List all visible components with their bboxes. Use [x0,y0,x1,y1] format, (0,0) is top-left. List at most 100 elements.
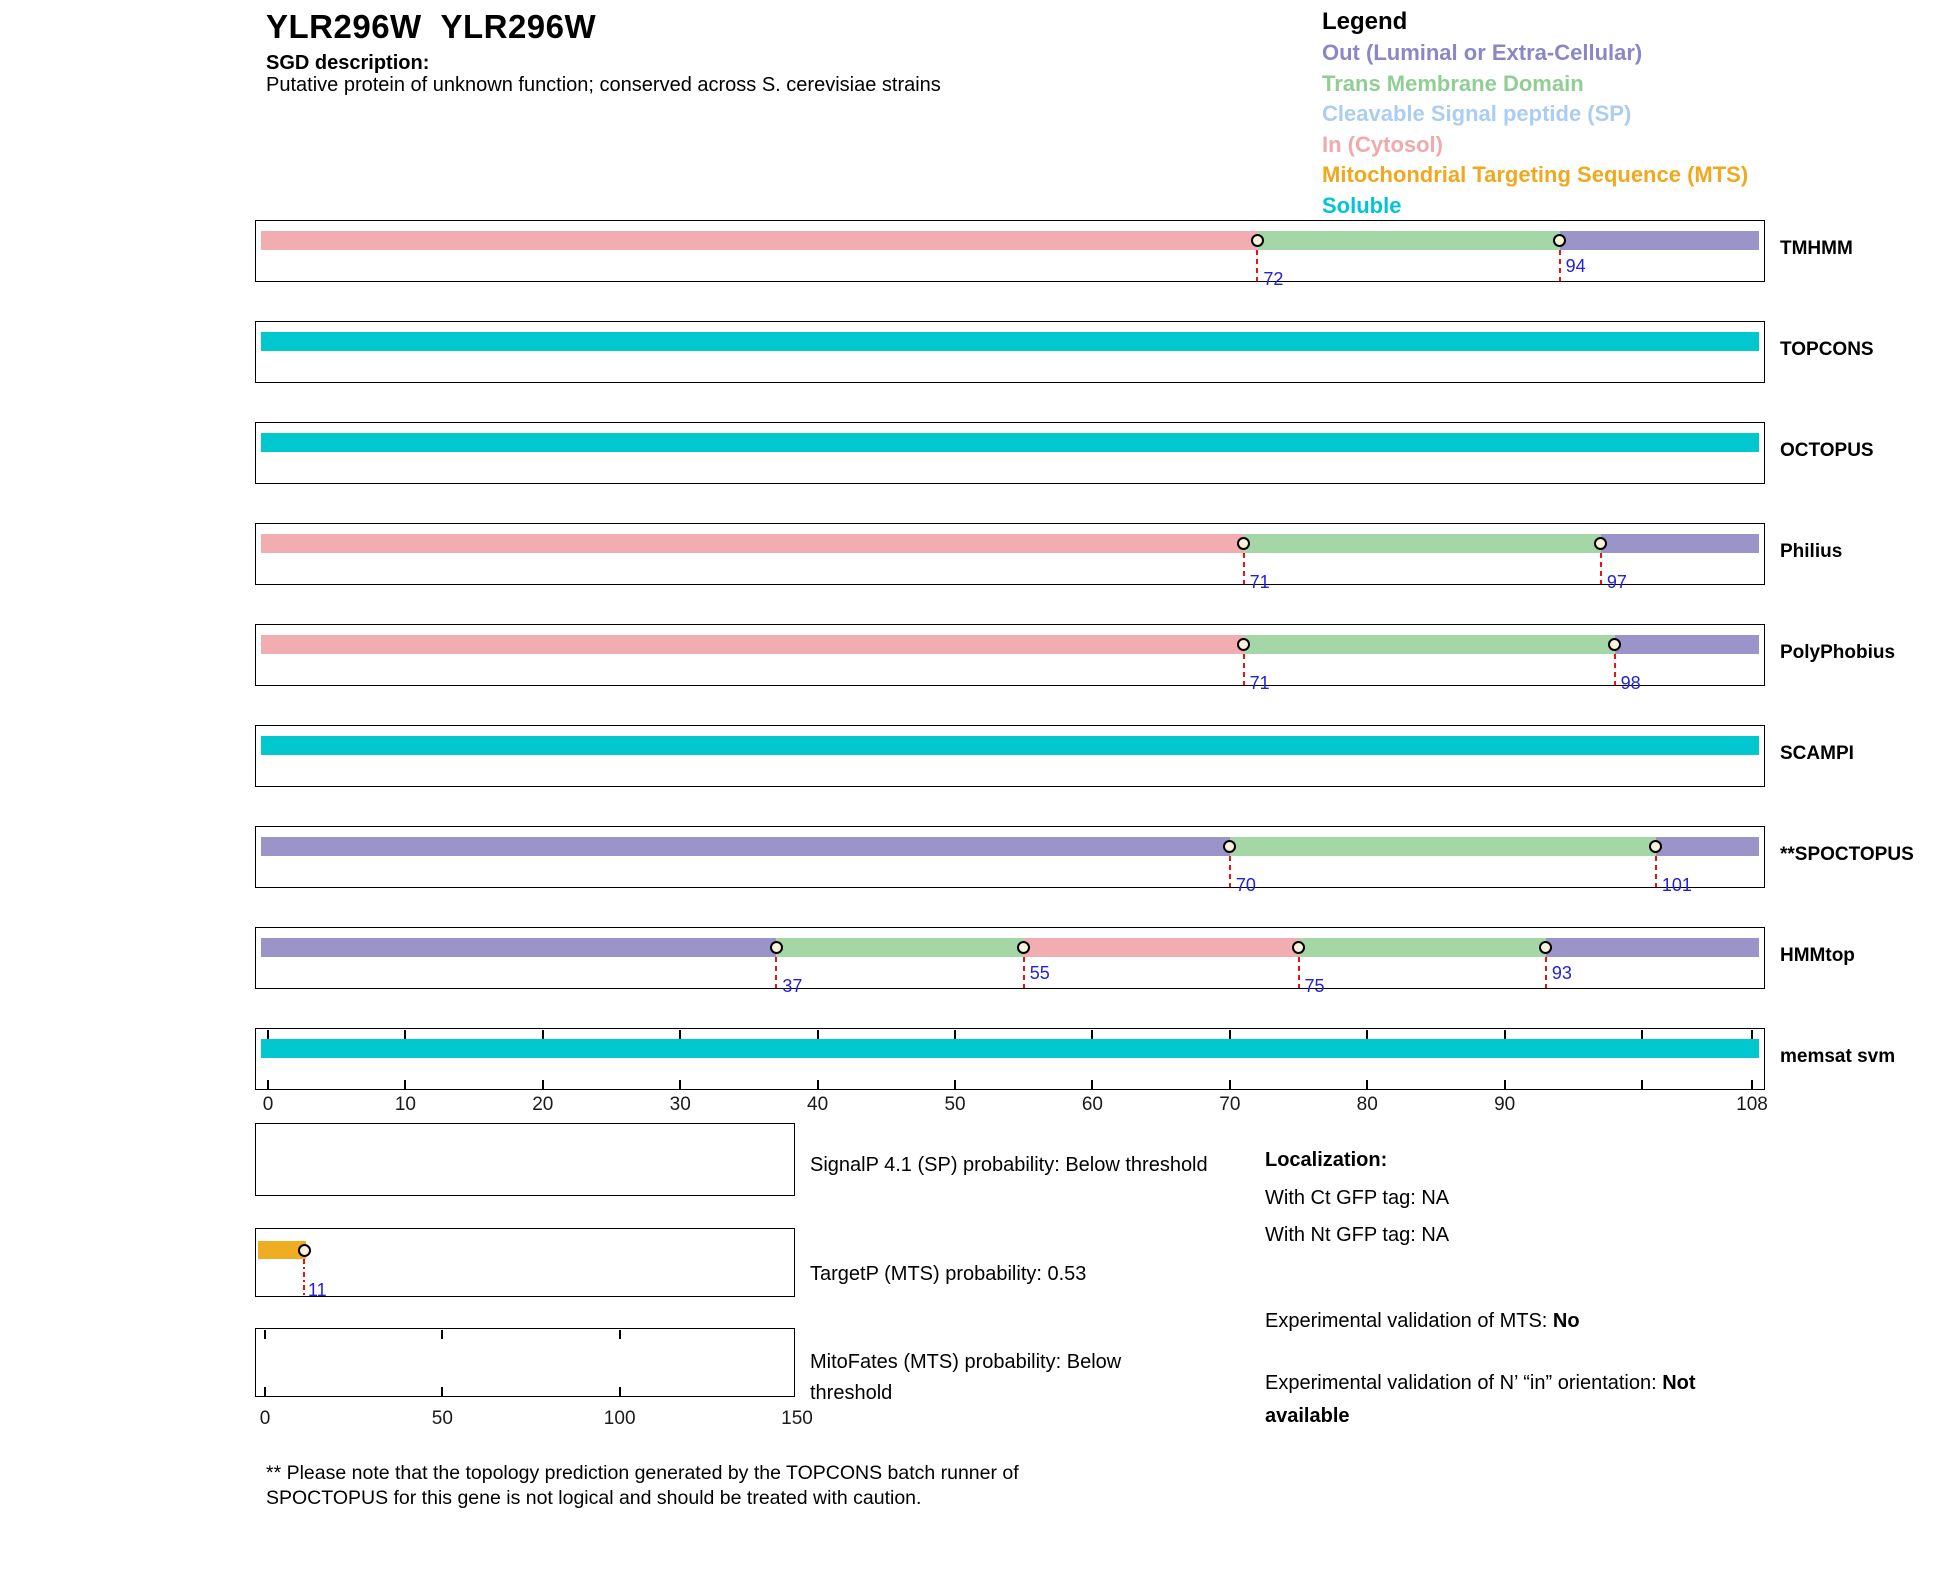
segment-in [261,635,1244,654]
axis-tick-inside [618,1386,621,1396]
track-label: PolyPhobius [1780,642,1896,663]
boundary-line [1613,654,1616,685]
legend-item-soluble: Soluble [1322,192,1402,218]
boundary-marker [1608,638,1622,651]
axis-tick-inside [954,1079,957,1089]
segment-in [261,534,1244,553]
segment-soluble [261,1039,1759,1058]
axis-tick-inside [404,1079,407,1089]
axis-tick-inside [264,1386,266,1396]
legend-item-out: Out (Luminal or Extra-Cellular) [1322,40,1643,65]
axis-tick-label: 80 [1356,1094,1378,1115]
boundary-line [1297,957,1300,988]
boundary-label: 93 [1551,963,1572,983]
boundary-label: 75 [1304,976,1325,996]
axis-tick-inside [264,1329,266,1339]
track-box [255,725,1765,787]
axis-tick-inside [1091,1029,1094,1039]
axis-tick-label: 0 [262,1094,274,1115]
track-box [255,826,1765,888]
boundary-marker [1292,941,1306,954]
axis-tick-inside [1366,1079,1369,1089]
axis-tick-label: 40 [807,1094,829,1115]
track-label: SCAMPI [1780,743,1854,764]
track-box [255,422,1765,484]
axis-tick-inside [816,1029,819,1039]
footnote: ** Please note that the topology predict… [266,1462,1019,1509]
boundary-label: 71 [1249,673,1270,693]
boundary-label: 71 [1249,572,1270,592]
sgd-description-label: SGD description: [266,52,430,74]
axis-tick-inside [267,1079,269,1089]
axis-tick-inside [1091,1079,1094,1089]
boundary-label: 37 [782,976,803,996]
track-box [255,927,1765,989]
boundary-line [1654,856,1657,887]
boundary-line [1256,250,1259,281]
axis-tick-inside [1641,1079,1644,1089]
boundary-label: 101 [1661,875,1692,895]
axis-tick-inside [1751,1029,1753,1039]
orientation-validation-line: Experimental validation of N’ “in” orien… [1265,1367,1785,1433]
boundary-marker [1553,234,1567,247]
segment-out [261,837,1230,856]
axis-tick-label: 60 [1081,1094,1104,1115]
track-label: HMMtop [1780,945,1855,966]
prob-plot-box [255,1123,795,1196]
track-box [255,1028,1765,1090]
prob-plot-label: MitoFates (MTS) probability: Below thres… [810,1351,1122,1404]
axis-tick-inside [1366,1029,1369,1039]
boundary-marker [1237,638,1251,651]
boundary-line [775,957,778,988]
segment-mts [258,1241,306,1259]
boundary-marker [1539,941,1553,954]
track-label: **SPOCTOPUS [1780,844,1914,865]
track-box [255,220,1765,282]
segment-in [1023,938,1299,957]
prob-axis-tick-label: 100 [603,1408,636,1429]
axis-tick-inside [1503,1029,1506,1039]
axis-tick-label: 20 [532,1094,554,1115]
segment-tm [1298,938,1546,957]
orientation-value: Not available [1265,1372,1696,1427]
boundary-marker [1250,234,1264,247]
prob-plot-label: SignalP 4.1 (SP) probability: Below thre… [810,1154,1208,1176]
boundary-label: 70 [1235,875,1256,895]
axis-tick-inside [1641,1029,1644,1039]
boundary-line [303,1259,305,1295]
axis-tick-inside [1228,1079,1231,1089]
segment-soluble [261,433,1759,452]
ct-gfp-line: With Ct GFP tag: NA [1265,1187,1450,1209]
axis-tick-label: 10 [394,1094,416,1115]
legend-item-in: In (Cytosol) [1322,131,1443,157]
boundary-line [1242,553,1245,584]
prob-axis-tick-label: 150 [781,1408,813,1429]
segment-tm [1243,635,1615,654]
prob-axis-tick-label: 50 [431,1408,453,1429]
segment-tm [1229,837,1656,856]
sgd-description-text: Putative protein of unknown function; co… [266,74,941,96]
axis-tick-inside [679,1079,682,1089]
prob-plot-box [255,1328,795,1397]
axis-tick-inside [679,1029,682,1039]
boundary-marker [769,941,783,954]
segment-tm [1243,534,1601,553]
prob-axis-tick-label: 0 [259,1408,271,1429]
mts-validation-value: No [1552,1310,1580,1332]
legend-item-mts: Mitochondrial Targeting Sequence (MTS) [1322,162,1749,187]
boundary-line [1022,957,1025,988]
segment-soluble [261,332,1759,351]
track-label: TMHMM [1780,238,1853,259]
legend-item-sp: Cleavable Signal peptide (SP) [1322,101,1632,126]
axis-tick-inside [441,1386,444,1396]
boundary-line [1544,957,1547,988]
axis-tick-inside [541,1029,544,1039]
axis-tick-inside [816,1079,819,1089]
boundary-label: 98 [1620,673,1641,693]
segment-out [1545,938,1759,957]
boundary-line [1558,250,1561,281]
page-title: YLR296W YLR296W [266,8,597,45]
axis-tick-inside [1503,1079,1506,1089]
track-label: OCTOPUS [1780,440,1874,461]
